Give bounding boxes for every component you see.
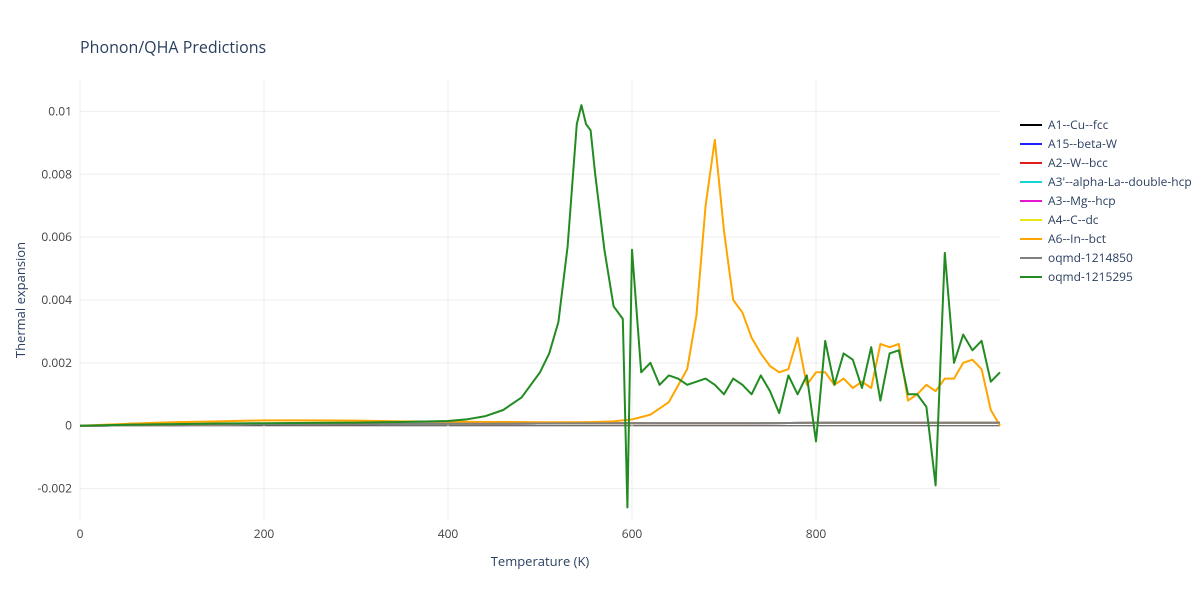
legend-swatch: [1020, 200, 1042, 202]
legend-item[interactable]: oqmd-1214850: [1020, 248, 1192, 267]
x-tick-label: 800: [806, 525, 827, 542]
legend-swatch: [1020, 124, 1042, 126]
legend-item[interactable]: A4--C--dc: [1020, 210, 1192, 229]
legend-item[interactable]: A6--In--bct: [1020, 229, 1192, 248]
y-axis-label: Thermal expansion: [11, 242, 29, 358]
legend-swatch: [1020, 219, 1042, 221]
x-tick-label: 400: [438, 525, 459, 542]
chart-container: Phonon/QHA Predictions -0.00200.0020.004…: [0, 0, 1200, 600]
legend-swatch: [1020, 143, 1042, 145]
legend-swatch: [1020, 162, 1042, 164]
legend-swatch: [1020, 257, 1042, 259]
legend-item[interactable]: A15--beta-W: [1020, 134, 1192, 153]
line-chart[interactable]: -0.002 0 0.002 0.004 0.006 0.008 0.01 0 200 400 60…: [0, 0, 1200, 600]
series-line[interactable]: [80, 140, 1000, 426]
legend-item[interactable]: A3'--alpha-La--double-hcp: [1020, 172, 1192, 191]
x-tick-label: 600: [622, 525, 643, 542]
y-tick-label: -0.002: [38, 480, 73, 497]
y-tick-label: 0.008: [41, 165, 72, 182]
legend-swatch: [1020, 238, 1042, 240]
legend-label: A1--Cu--fcc: [1048, 116, 1108, 133]
legend-item[interactable]: A2--W--bcc: [1020, 153, 1192, 172]
x-tick-label: 200: [254, 525, 275, 542]
x-axis-label: Temperature (K): [491, 552, 590, 570]
x-tick-label: 0: [77, 525, 84, 542]
legend-label: A15--beta-W: [1048, 135, 1117, 152]
y-tick-label: 0: [65, 417, 72, 434]
y-tick-label: 0.01: [48, 102, 72, 119]
legend-label: A6--In--bct: [1048, 230, 1106, 247]
legend-item[interactable]: A1--Cu--fcc: [1020, 115, 1192, 134]
legend-label: oqmd-1215295: [1048, 268, 1133, 285]
legend-swatch: [1020, 181, 1042, 183]
legend-item[interactable]: oqmd-1215295: [1020, 267, 1192, 286]
y-tick-label: 0.004: [41, 291, 72, 308]
y-tick-label: 0.002: [41, 354, 72, 371]
legend-label: A3--Mg--hcp: [1048, 192, 1116, 209]
legend-label: A4--C--dc: [1048, 211, 1099, 228]
legend[interactable]: A1--Cu--fcc A15--beta-W A2--W--bcc A3'--alp…: [1020, 115, 1192, 286]
y-tick-label: 0.006: [41, 228, 72, 245]
legend-label: oqmd-1214850: [1048, 249, 1133, 266]
legend-label: A3'--alpha-La--double-hcp: [1048, 173, 1192, 190]
legend-label: A2--W--bcc: [1048, 154, 1108, 171]
series-line[interactable]: [80, 105, 1000, 507]
legend-item[interactable]: A3--Mg--hcp: [1020, 191, 1192, 210]
legend-swatch: [1020, 276, 1042, 278]
